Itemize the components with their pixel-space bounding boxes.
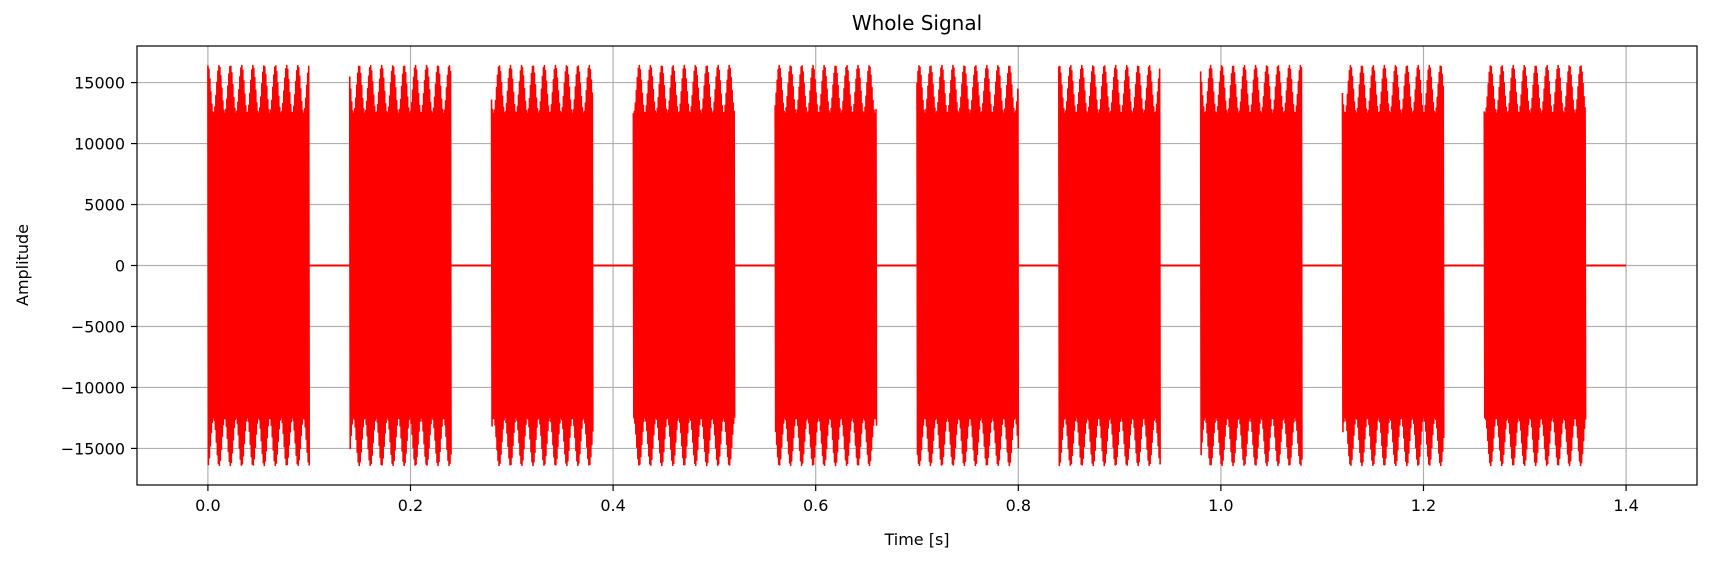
y-tick-label: 15000: [74, 74, 125, 93]
x-tick-label: 0.2: [398, 496, 423, 515]
x-tick-label: 0.6: [803, 496, 828, 515]
x-tick-label: 1.0: [1208, 496, 1233, 515]
signal-burst-core: [1058, 113, 1161, 418]
signal-burst-core: [349, 113, 452, 418]
signal-burst-core: [775, 113, 877, 418]
signal-burst-core: [917, 113, 1019, 418]
x-tick-label: 0.4: [600, 496, 625, 515]
plot-area: [207, 64, 1627, 467]
chart-title: Whole Signal: [852, 11, 982, 35]
y-tick-label: 5000: [84, 196, 125, 215]
signal-burst-core: [1200, 113, 1302, 418]
y-axis-label: Amplitude: [13, 224, 32, 306]
signal-burst-core: [491, 113, 593, 418]
x-tick-label: 1.4: [1613, 496, 1638, 515]
signal-burst-core: [1484, 113, 1586, 418]
y-tick-label: −15000: [61, 439, 125, 458]
signal-burst-core: [1342, 113, 1444, 418]
y-tick-label: −5000: [71, 317, 125, 336]
signal-burst-core: [633, 113, 735, 418]
y-tick-label: 0: [115, 257, 125, 276]
signal-burst-core: [207, 113, 310, 418]
y-tick-label: 10000: [74, 135, 125, 154]
x-axis: 0.0 0.2 0.4 0.6 0.8 1.0 1.2 1.4: [195, 485, 1639, 515]
x-tick-label: 1.2: [1411, 496, 1436, 515]
x-tick-label: 0.0: [195, 496, 220, 515]
y-tick-label: −10000: [61, 378, 125, 397]
x-tick-label: 0.8: [1006, 496, 1031, 515]
y-axis: −15000 −10000 −5000 0 5000 10000 15000: [61, 74, 137, 458]
x-axis-label: Time [s]: [883, 530, 949, 549]
